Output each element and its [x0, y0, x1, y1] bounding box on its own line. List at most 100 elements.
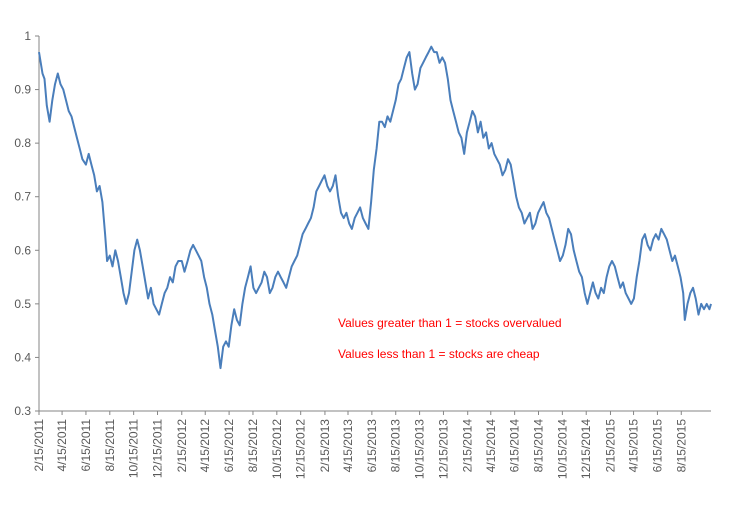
data-point: [324, 174, 326, 176]
data-point: [600, 287, 602, 289]
data-point: [225, 340, 227, 342]
data-point: [90, 164, 92, 166]
data-point: [258, 287, 260, 289]
data-point: [548, 217, 550, 219]
x-tick-label: 2/15/2012: [175, 419, 189, 473]
data-point: [239, 324, 241, 326]
data-point: [474, 115, 476, 117]
data-point: [439, 62, 441, 64]
data-point: [272, 287, 274, 289]
data-point: [158, 314, 160, 316]
y-tick-label: 0.6: [14, 243, 31, 257]
data-point: [313, 206, 315, 208]
data-point: [695, 298, 697, 300]
data-point: [433, 51, 435, 53]
data-point: [480, 121, 482, 123]
data-point: [65, 99, 67, 101]
annotation-cheap: Values less than 1 = stocks are cheap: [338, 347, 540, 361]
data-point: [62, 89, 64, 91]
x-tick-label: 6/15/2011: [79, 419, 93, 472]
data-point: [181, 260, 183, 262]
data-point: [81, 158, 83, 160]
data-point: [109, 255, 111, 257]
data-point: [101, 201, 103, 203]
data-point: [419, 67, 421, 69]
data-point: [343, 217, 345, 219]
data-point: [161, 303, 163, 305]
data-point: [633, 298, 635, 300]
data-point: [337, 196, 339, 198]
data-point: [263, 271, 265, 273]
data-point: [628, 298, 630, 300]
data-point: [378, 121, 380, 123]
y-tick-label: 0.7: [14, 190, 31, 204]
data-point: [381, 121, 383, 123]
data-point: [329, 190, 331, 192]
data-point: [133, 249, 135, 251]
data-point: [200, 260, 202, 262]
data-point: [296, 255, 298, 257]
data-point: [166, 287, 168, 289]
data-point: [155, 308, 157, 310]
x-tick-label: 10/15/2013: [413, 419, 427, 479]
data-point: [332, 185, 334, 187]
data-point: [220, 367, 222, 369]
data-point: [458, 131, 460, 133]
data-point: [96, 190, 98, 192]
data-point: [687, 303, 689, 305]
data-point: [373, 169, 375, 171]
x-tick-label: 6/15/2014: [508, 419, 522, 473]
data-point: [450, 99, 452, 101]
x-tick-label: 2/15/2014: [461, 419, 475, 473]
data-point: [573, 249, 575, 251]
data-point: [211, 314, 213, 316]
data-point: [203, 276, 205, 278]
data-point: [387, 115, 389, 117]
data-point: [335, 174, 337, 176]
data-point: [153, 303, 155, 305]
data-point: [280, 276, 282, 278]
data-point: [198, 255, 200, 257]
data-point: [575, 260, 577, 262]
y-tick-label: 0.9: [14, 83, 31, 97]
data-point: [644, 233, 646, 235]
data-point: [136, 239, 138, 241]
data-point: [463, 153, 465, 155]
data-point: [485, 131, 487, 133]
data-point: [266, 276, 268, 278]
data-point: [507, 158, 509, 160]
data-point: [356, 212, 358, 214]
data-point: [466, 131, 468, 133]
x-tick-label: 4/15/2011: [55, 419, 69, 472]
data-point: [689, 292, 691, 294]
data-point: [554, 239, 556, 241]
data-point: [603, 292, 605, 294]
x-tick-label: 8/15/2013: [389, 419, 403, 473]
x-tick-label: 4/15/2014: [484, 419, 498, 473]
data-point: [293, 260, 295, 262]
data-point: [414, 89, 416, 91]
data-point: [192, 244, 194, 246]
data-point: [318, 185, 320, 187]
data-point: [222, 346, 224, 348]
data-point: [441, 56, 443, 58]
data-point: [195, 249, 197, 251]
x-tick-label: 8/15/2015: [674, 419, 688, 473]
data-point: [692, 287, 694, 289]
data-point: [285, 287, 287, 289]
data-point: [488, 148, 490, 150]
data-point: [209, 303, 211, 305]
x-axis-labels: 2/15/2011 4/15/2011 6/15/2011 8/15/2011 10/1…: [32, 419, 688, 479]
data-point: [395, 99, 397, 101]
data-point: [592, 281, 594, 283]
data-point: [112, 265, 114, 267]
data-point: [543, 201, 545, 203]
data-point: [144, 281, 146, 283]
series-line: [38, 45, 712, 370]
data-point: [532, 228, 534, 230]
data-point: [710, 303, 712, 305]
data-point: [708, 308, 710, 310]
data-point: [241, 303, 243, 305]
data-point: [703, 308, 705, 310]
data-point: [578, 271, 580, 273]
